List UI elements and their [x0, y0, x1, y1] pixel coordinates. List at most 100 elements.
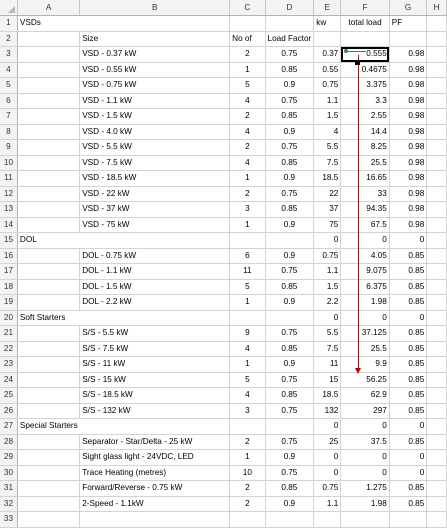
cell-d[interactable]: 0.75	[265, 372, 315, 388]
cell-b[interactable]	[79, 232, 231, 249]
cell-c[interactable]: 1	[229, 356, 266, 373]
cell-a[interactable]	[17, 403, 81, 419]
cell-g[interactable]: 0.85	[389, 248, 428, 264]
cell-a[interactable]	[17, 263, 81, 280]
cell-d[interactable]: 0.9	[265, 449, 315, 466]
cell-h[interactable]	[426, 46, 447, 63]
cell-a[interactable]	[17, 108, 81, 125]
cell-h[interactable]	[426, 15, 447, 32]
cell-b[interactable]: 2-Speed - 1.1kW	[79, 496, 231, 512]
cell-g[interactable]: 0	[389, 232, 428, 249]
cell-d[interactable]: 0.75	[265, 46, 315, 63]
cell-e[interactable]: 0.75	[313, 480, 342, 497]
cell-a[interactable]	[17, 62, 81, 78]
column-header-h[interactable]: H	[426, 0, 447, 16]
row-header[interactable]: 19	[0, 294, 18, 311]
cell-h[interactable]	[426, 31, 447, 47]
column-header-b[interactable]: B	[79, 0, 231, 16]
cell-f[interactable]: 62.9	[340, 387, 390, 404]
cell-e[interactable]: 5.5	[313, 139, 342, 156]
cell-c[interactable]: 5	[229, 77, 266, 94]
cell-c[interactable]: 2	[229, 46, 266, 63]
cell-g[interactable]: 0.85	[389, 279, 428, 295]
cell-d[interactable]: 0.9	[265, 124, 315, 140]
cell-f[interactable]: 9.075	[340, 263, 390, 280]
cell-h[interactable]	[426, 77, 447, 94]
row-header[interactable]: 31	[0, 480, 18, 497]
cell-b[interactable]: VSD - 1.5 kW	[79, 108, 231, 125]
selected-cell[interactable]: 0.555	[340, 46, 390, 63]
cell-h[interactable]	[426, 496, 447, 512]
cell-a[interactable]	[17, 201, 81, 218]
cell-b[interactable]: VSD - 5.5 kW	[79, 139, 231, 156]
cell-c[interactable]: 5	[229, 372, 266, 388]
cell-g[interactable]: 0.85	[389, 356, 428, 373]
row-header[interactable]: 10	[0, 155, 18, 171]
cell-b[interactable]	[79, 15, 231, 32]
cell-e[interactable]: 0	[313, 465, 342, 481]
cell-e[interactable]: 25	[313, 434, 342, 450]
row-header[interactable]: 18	[0, 279, 18, 295]
cell-a[interactable]	[17, 325, 81, 342]
cell-g[interactable]: 0.98	[389, 46, 428, 63]
cell-c[interactable]: 3	[229, 403, 266, 419]
cell-b[interactable]: VSD - 37 kW	[79, 201, 231, 218]
cell-g[interactable]: 0.98	[389, 139, 428, 156]
cell-c[interactable]: 2	[229, 434, 266, 450]
cell-d[interactable]: 0.9	[265, 77, 315, 94]
cell-f[interactable]: 1.275	[340, 480, 390, 497]
column-header-d[interactable]: D	[265, 0, 315, 16]
cell-d[interactable]: 0.85	[265, 62, 315, 78]
cell-h[interactable]	[426, 139, 447, 156]
cell-g[interactable]: 0.85	[389, 403, 428, 419]
cell-g[interactable]: 0.85	[389, 434, 428, 450]
cell-a[interactable]	[17, 217, 81, 233]
cell-c[interactable]	[229, 310, 266, 326]
cell-c[interactable]: 4	[229, 341, 266, 357]
cell-c[interactable]: 9	[229, 325, 266, 342]
cell-a[interactable]	[17, 434, 81, 450]
column-header-f[interactable]: F	[340, 0, 390, 16]
cell-e[interactable]: 5.5	[313, 325, 342, 342]
cell-e[interactable]: 18.5	[313, 387, 342, 404]
cell-f[interactable]: 14.4	[340, 124, 390, 140]
cell-a[interactable]	[17, 356, 81, 373]
row-header[interactable]: 23	[0, 356, 18, 373]
cell-g[interactable]: 0	[389, 310, 428, 326]
cell-b[interactable]: S/S - 7.5 kW	[79, 341, 231, 357]
cell-g[interactable]: 0.85	[389, 325, 428, 342]
cell-b[interactable]: S/S - 132 kW	[79, 403, 231, 419]
row-header[interactable]: 6	[0, 93, 18, 109]
cell-e[interactable]: 1.5	[313, 279, 342, 295]
cell-f[interactable]: 25.5	[340, 341, 390, 357]
cell-a[interactable]	[17, 496, 81, 512]
cell-h[interactable]	[426, 465, 447, 481]
cell-f[interactable]: 37.5	[340, 434, 390, 450]
cell-e[interactable]: 1.1	[313, 496, 342, 512]
cell-d[interactable]: 0.9	[265, 170, 315, 187]
cell-c[interactable]	[229, 511, 266, 528]
cell-f[interactable]	[340, 31, 390, 47]
cell-d[interactable]: 0.85	[265, 279, 315, 295]
cell-c[interactable]	[229, 15, 266, 32]
cell-h[interactable]	[426, 294, 447, 311]
cell-f[interactable]: 37.125	[340, 325, 390, 342]
cell-d[interactable]: 0.9	[265, 496, 315, 512]
row-header[interactable]: 4	[0, 62, 18, 78]
cell-g[interactable]: 0.85	[389, 263, 428, 280]
cell-f[interactable]: 0	[340, 449, 390, 466]
cell-d[interactable]: 0.85	[265, 387, 315, 404]
row-header[interactable]: 28	[0, 434, 18, 450]
cell-e[interactable]	[313, 511, 342, 528]
cell-e[interactable]: 0.75	[313, 77, 342, 94]
cell-g[interactable]	[389, 511, 428, 528]
select-all-corner[interactable]	[0, 0, 18, 16]
cell-a[interactable]	[17, 387, 81, 404]
cell-c[interactable]: 1	[229, 449, 266, 466]
cell-a[interactable]	[17, 155, 81, 171]
cell-c[interactable]: 2	[229, 139, 266, 156]
cell-c[interactable]: 2	[229, 108, 266, 125]
cell-a[interactable]	[17, 124, 81, 140]
cell-f[interactable]: 2.55	[340, 108, 390, 125]
